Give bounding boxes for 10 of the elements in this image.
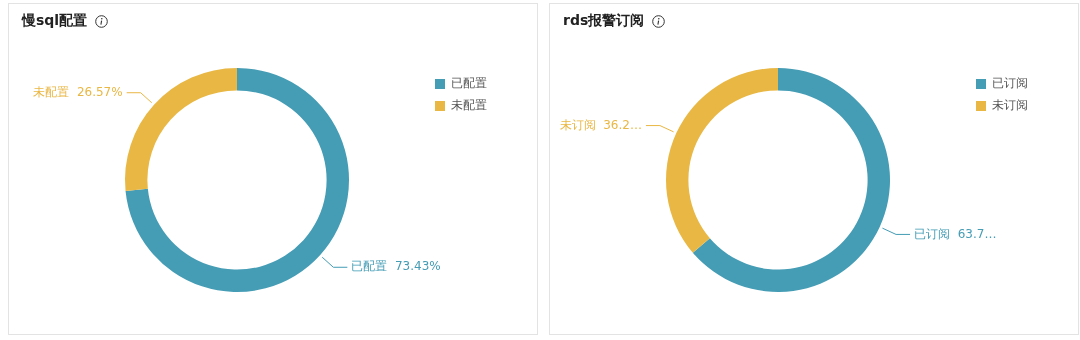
- chart-title: 慢sql配置: [22, 12, 88, 30]
- chart-title: rds报警订阅: [563, 12, 645, 30]
- legend-label: 已配置: [451, 76, 487, 91]
- category-label: 未配置 26.57%: [33, 84, 123, 99]
- legend-label: 未配置: [451, 98, 487, 113]
- category-label: 已订阅 63.7…: [914, 226, 997, 241]
- legend-label: 未订阅: [992, 98, 1028, 113]
- category-label: 未订阅 36.2…: [559, 117, 642, 132]
- legend-label: 已订阅: [992, 76, 1028, 91]
- category-label: 已配置 73.43%: [351, 259, 441, 274]
